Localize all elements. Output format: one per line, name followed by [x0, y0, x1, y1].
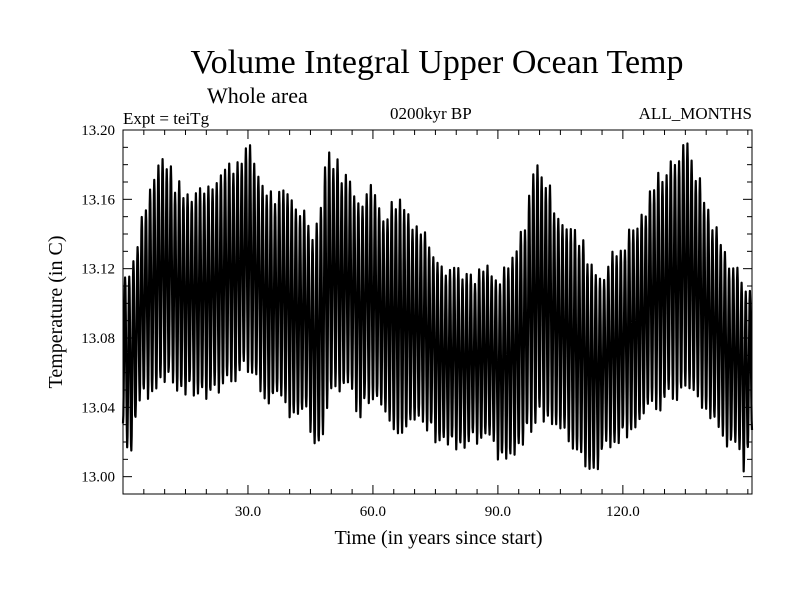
- chart-title: Volume Integral Upper Ocean Temp: [190, 44, 684, 81]
- months-label: ALL_MONTHS: [638, 104, 752, 123]
- plot-frame: [122, 129, 753, 495]
- y-tick-label: 13.04: [81, 400, 115, 416]
- period-label: 0200kyr BP: [390, 104, 472, 123]
- x-tick-label: 60.0: [360, 504, 386, 520]
- y-tick-label: 13.20: [81, 123, 115, 139]
- x-axis-label: Time (in years since start): [334, 527, 542, 549]
- y-tick-label: 13.00: [81, 470, 115, 486]
- x-tick-label: 120.0: [606, 504, 640, 520]
- y-tick-label: 13.16: [81, 192, 115, 208]
- y-axis-label: Temperature (in C): [45, 236, 67, 389]
- axis-tick-labels: 30.0 60.0 90.0 120.0 13.00 13.04 13.08 13.12 13.…: [81, 123, 639, 520]
- temperature-series-line: [121, 142, 754, 473]
- experiment-label: Expt = teiTg: [123, 109, 210, 128]
- x-tick-label: 90.0: [485, 504, 511, 520]
- series-group: [121, 142, 754, 473]
- y-tick-label: 13.08: [81, 331, 115, 347]
- x-tick-label: 30.0: [235, 504, 261, 520]
- y-tick-label: 13.12: [81, 262, 115, 278]
- chart-subtitle: Whole area: [207, 83, 308, 108]
